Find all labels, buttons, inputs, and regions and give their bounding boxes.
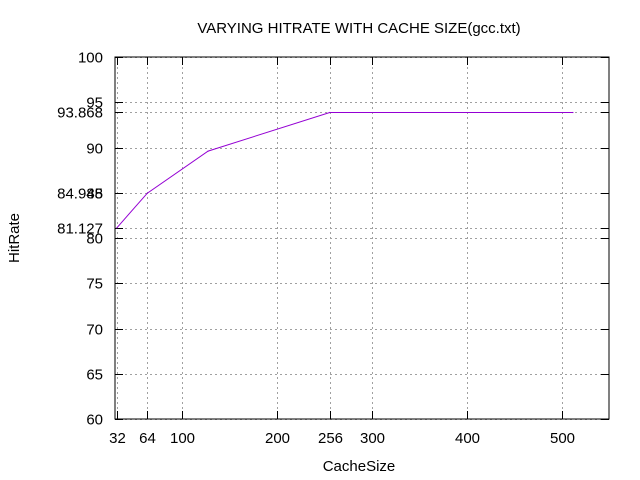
y-tick-label: 70 xyxy=(86,322,103,339)
y-axis: 60 65 70 75 80 85 90 95 100 81.127 84.948 93.868 xyxy=(57,50,609,429)
x-tick-label: 100 xyxy=(170,430,195,447)
y-tick-label: 60 xyxy=(86,412,103,429)
x-tick-label: 256 xyxy=(318,430,343,447)
x-tick-label: 32 xyxy=(109,430,126,447)
y-tick-label: 75 xyxy=(86,276,103,293)
grid xyxy=(115,57,609,420)
data-point xyxy=(329,111,331,114)
x-tick-label: 500 xyxy=(550,430,575,447)
y-tick-label: 100 xyxy=(78,50,103,67)
y-value-tick-label: 93.868 xyxy=(57,105,103,122)
data-point xyxy=(116,227,118,229)
data-point xyxy=(146,192,148,194)
y-tick-label: 80 xyxy=(86,231,103,248)
x-tick-label: 200 xyxy=(265,430,290,447)
chart-title: VARYING HITRATE WITH CACHE SIZE(gcc.txt) xyxy=(197,20,520,37)
series-group xyxy=(116,111,574,229)
y-tick-label: 65 xyxy=(86,367,103,384)
y-tick-label: 90 xyxy=(86,141,103,158)
y-value-tick-label: 81.127 xyxy=(57,221,103,238)
y-tick-label: 85 xyxy=(86,186,103,203)
x-axis: 32 64 100 200 256 300 400 500 xyxy=(109,57,575,447)
data-point xyxy=(572,111,574,114)
x-axis-label: CacheSize xyxy=(323,458,396,475)
x-tick-label: 300 xyxy=(360,430,385,447)
x-tick-label: 64 xyxy=(139,430,156,447)
series-line-0 xyxy=(116,112,573,229)
y-axis-label: HitRate xyxy=(6,213,23,263)
data-point xyxy=(207,150,209,152)
y-tick-label: 95 xyxy=(86,95,103,112)
x-tick-label: 400 xyxy=(455,430,480,447)
y-value-tick-label: 84.948 xyxy=(57,186,103,203)
